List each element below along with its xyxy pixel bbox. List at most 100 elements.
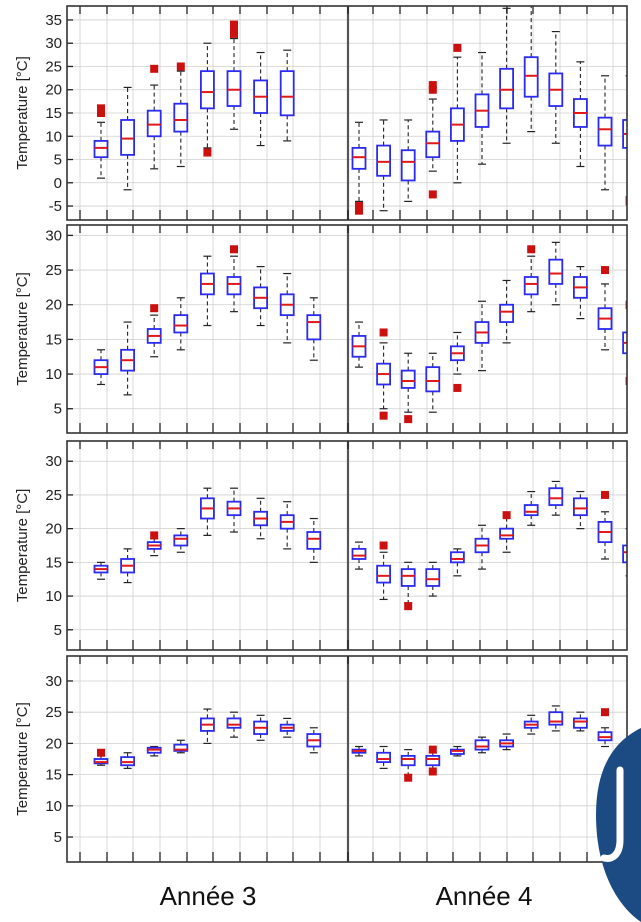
box-iqr [376, 144, 392, 177]
box-plot [93, 104, 109, 179]
box-plot [306, 727, 322, 754]
box-plot [93, 349, 109, 386]
box-iqr [400, 149, 416, 182]
box-plot [622, 528, 627, 577]
box-plot [573, 61, 588, 168]
y-tick-label: 10 [45, 798, 62, 815]
outlier-marker [203, 148, 212, 157]
y-tick-label: 10 [45, 128, 62, 145]
outlier-marker [453, 43, 462, 52]
box-plot [400, 561, 416, 611]
box-plot [199, 708, 215, 744]
y-tick-label: 30 [45, 453, 62, 470]
outlier-marker [428, 81, 437, 90]
box-iqr [306, 314, 322, 341]
y-tick-label: 25 [45, 704, 62, 721]
y-axis-label: Temperature [°C] [14, 56, 31, 170]
box-iqr [425, 366, 441, 393]
box-plot [573, 266, 588, 320]
outlier-marker [379, 541, 388, 550]
box-iqr [199, 70, 215, 110]
box-plot [400, 352, 416, 424]
box-plot [425, 561, 441, 597]
panel-3: 5 10 15 20 25 30 Temperature [°C] [14, 440, 628, 651]
logo-icon [596, 728, 641, 922]
box-iqr [449, 551, 465, 564]
box-iqr [597, 116, 613, 147]
y-tick-label: 20 [45, 521, 62, 538]
outlier-marker [97, 104, 105, 113]
box-iqr [548, 711, 564, 726]
box-iqr [226, 717, 242, 729]
box-plot [279, 501, 295, 550]
box-plot [597, 266, 613, 351]
box-plot [499, 7, 515, 144]
panel-2: 5 10 15 20 25 30 Temperature [°C] [14, 224, 628, 434]
y-axis-label: Temperature [°C] [14, 489, 31, 603]
box-plot [306, 517, 322, 563]
box-plot [523, 490, 539, 526]
box-plot [226, 711, 242, 738]
box-plot [279, 272, 295, 344]
box-plot [199, 42, 215, 157]
outlier-marker [355, 206, 363, 215]
box-plot [226, 245, 242, 313]
box-plot [573, 711, 588, 732]
box-iqr [499, 303, 515, 323]
box-plot [425, 81, 441, 199]
box-iqr [400, 369, 416, 389]
box-plot [474, 300, 490, 372]
box-plot [474, 524, 490, 570]
y-tick-label: 10 [45, 588, 62, 605]
box-plot [146, 64, 162, 170]
box-plot [253, 266, 269, 327]
y-tick-label: 20 [45, 735, 62, 752]
box-plot [279, 49, 295, 142]
outlier-marker [601, 708, 609, 717]
box-plot [376, 745, 392, 769]
y-tick-label: 5 [54, 622, 62, 639]
outlier-marker [527, 245, 536, 254]
panel-content [67, 441, 627, 650]
box-plot [306, 297, 322, 361]
box-iqr [548, 487, 564, 506]
box-plot [499, 733, 515, 751]
box-plot [253, 497, 269, 540]
box-iqr [425, 568, 441, 587]
box-iqr [93, 140, 109, 159]
box-iqr [173, 534, 189, 547]
box-plot [548, 480, 564, 516]
outlier-marker [428, 190, 437, 199]
box-iqr [425, 130, 441, 159]
outlier-marker [428, 85, 437, 94]
box-iqr [376, 751, 392, 764]
outlier-marker [404, 415, 413, 424]
outlier-marker [379, 328, 388, 337]
box-iqr [523, 56, 539, 98]
outlier-marker [97, 748, 105, 757]
outlier-marker [230, 20, 238, 29]
box-plot [173, 297, 189, 351]
outlier-marker [453, 383, 462, 392]
outlier-marker [97, 109, 105, 117]
box-iqr [499, 527, 515, 540]
box-plot [474, 51, 490, 165]
y-axis-label: Temperature [°C] [14, 702, 31, 816]
outlier-marker [601, 266, 609, 275]
box-plot [449, 331, 465, 392]
box-plot [146, 745, 162, 757]
y-tick-label: 20 [45, 297, 62, 314]
panel-content [67, 6, 627, 220]
outlier-marker [150, 64, 159, 73]
box-plot [474, 736, 490, 754]
box-iqr [523, 504, 539, 517]
box-plot [351, 745, 367, 757]
box-iqr [173, 102, 189, 133]
y-tick-label: 10 [45, 366, 62, 383]
y-tick-label: 5 [54, 401, 62, 418]
y-tick-label: 25 [45, 262, 62, 279]
box-plot [146, 304, 162, 358]
outlier-marker [150, 304, 159, 313]
y-tick-label: -5 [49, 198, 62, 215]
